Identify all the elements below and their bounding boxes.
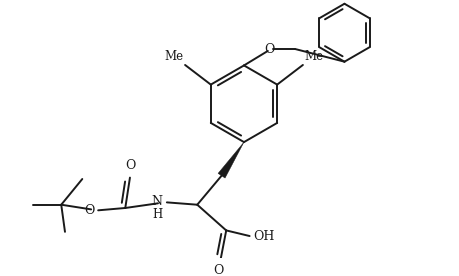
Text: OH: OH xyxy=(253,230,274,243)
Text: O: O xyxy=(84,204,95,217)
Polygon shape xyxy=(218,142,244,178)
Text: Me: Me xyxy=(304,50,324,63)
Text: H: H xyxy=(152,208,162,221)
Text: O: O xyxy=(264,43,275,55)
Text: O: O xyxy=(213,264,224,276)
Text: O: O xyxy=(125,159,135,172)
Text: N: N xyxy=(151,195,162,208)
Text: Me: Me xyxy=(165,50,184,63)
